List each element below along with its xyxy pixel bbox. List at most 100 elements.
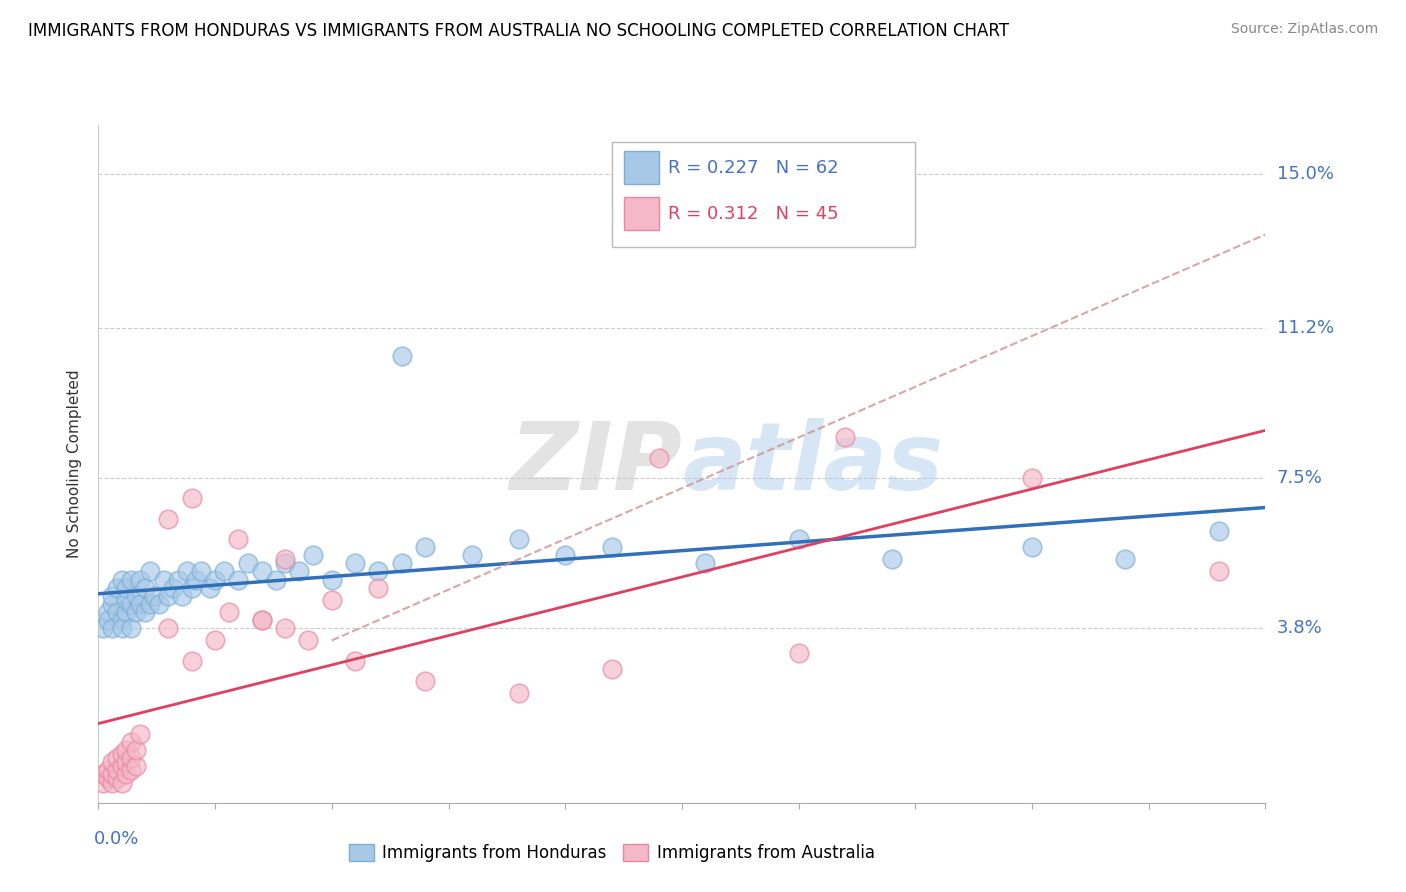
Point (125, 589, 148, 603)
Point (105, 751, 128, 765)
Point (166, 573, 188, 587)
Point (152, 573, 174, 587)
Point (413, 540, 436, 554)
Point (101, 597, 124, 611)
Bar (623, 152, 658, 184)
Point (129, 597, 152, 611)
Text: Source: ZipAtlas.com: Source: ZipAtlas.com (1230, 22, 1378, 37)
Text: ZIP: ZIP (509, 417, 682, 510)
Point (274, 552, 297, 566)
Point (508, 532, 530, 546)
Point (125, 605, 148, 619)
Point (228, 532, 250, 546)
Point (787, 646, 810, 660)
Point (125, 743, 148, 757)
Point (115, 743, 138, 757)
Text: 11.2%: 11.2% (1277, 318, 1334, 337)
Point (120, 751, 142, 765)
Point (180, 581, 202, 595)
Point (157, 589, 180, 603)
Point (186, 573, 208, 587)
Point (91, 767, 114, 781)
Point (264, 573, 287, 587)
Point (180, 491, 202, 506)
FancyBboxPatch shape (612, 142, 915, 247)
Point (274, 556, 297, 570)
Point (1021, 471, 1043, 485)
Point (880, 552, 903, 566)
Point (204, 633, 226, 648)
Point (172, 589, 194, 603)
Point (250, 565, 273, 579)
Point (554, 548, 576, 562)
Point (111, 775, 134, 789)
Point (101, 589, 124, 603)
Point (157, 511, 180, 525)
Point (236, 556, 259, 570)
Point (129, 573, 152, 587)
Point (391, 556, 413, 570)
Point (148, 597, 170, 611)
Point (105, 581, 128, 595)
Point (180, 654, 202, 668)
Point (115, 767, 138, 781)
Point (274, 621, 297, 635)
Point (115, 592, 138, 607)
Y-axis label: No Schooling Completed: No Schooling Completed (67, 369, 83, 558)
Text: 15.0%: 15.0% (1277, 165, 1333, 183)
Point (111, 613, 134, 627)
Point (120, 621, 142, 635)
Point (111, 621, 134, 635)
Point (111, 747, 134, 761)
Point (120, 735, 142, 749)
Point (120, 764, 142, 778)
Point (134, 605, 156, 619)
Point (647, 450, 669, 465)
Point (508, 686, 530, 700)
Point (344, 556, 367, 570)
Point (391, 349, 413, 363)
Point (367, 565, 389, 579)
Point (321, 592, 343, 607)
Point (190, 565, 212, 579)
Point (97, 764, 120, 778)
Point (297, 633, 319, 648)
Point (413, 673, 436, 688)
Point (105, 605, 128, 619)
Point (214, 565, 236, 579)
Point (157, 621, 180, 635)
Point (139, 597, 162, 611)
Text: 7.5%: 7.5% (1277, 469, 1323, 487)
Point (91, 775, 114, 789)
Point (218, 605, 240, 619)
Point (125, 759, 148, 773)
Text: R = 0.312   N = 45: R = 0.312 N = 45 (668, 204, 838, 223)
Text: 0.0%: 0.0% (94, 830, 139, 848)
Point (120, 573, 142, 587)
Point (97, 772, 120, 786)
Point (162, 581, 184, 595)
Point (101, 767, 124, 781)
Point (101, 621, 124, 635)
Point (111, 759, 134, 773)
Text: 3.8%: 3.8% (1277, 619, 1322, 637)
Point (344, 654, 367, 668)
Text: IMMIGRANTS FROM HONDURAS VS IMMIGRANTS FROM AUSTRALIA NO SCHOOLING COMPLETED COR: IMMIGRANTS FROM HONDURAS VS IMMIGRANTS F… (28, 22, 1010, 40)
Point (97, 605, 120, 619)
Point (139, 565, 162, 579)
Point (200, 581, 222, 595)
Point (115, 581, 138, 595)
Point (143, 589, 166, 603)
Point (600, 540, 623, 554)
Point (105, 772, 128, 786)
Point (120, 597, 142, 611)
Point (250, 613, 273, 627)
Point (115, 755, 138, 769)
Point (111, 573, 134, 587)
Point (1114, 552, 1136, 566)
Point (129, 727, 152, 741)
Point (600, 662, 623, 676)
Point (302, 548, 325, 562)
Point (288, 565, 311, 579)
Point (695, 556, 717, 570)
